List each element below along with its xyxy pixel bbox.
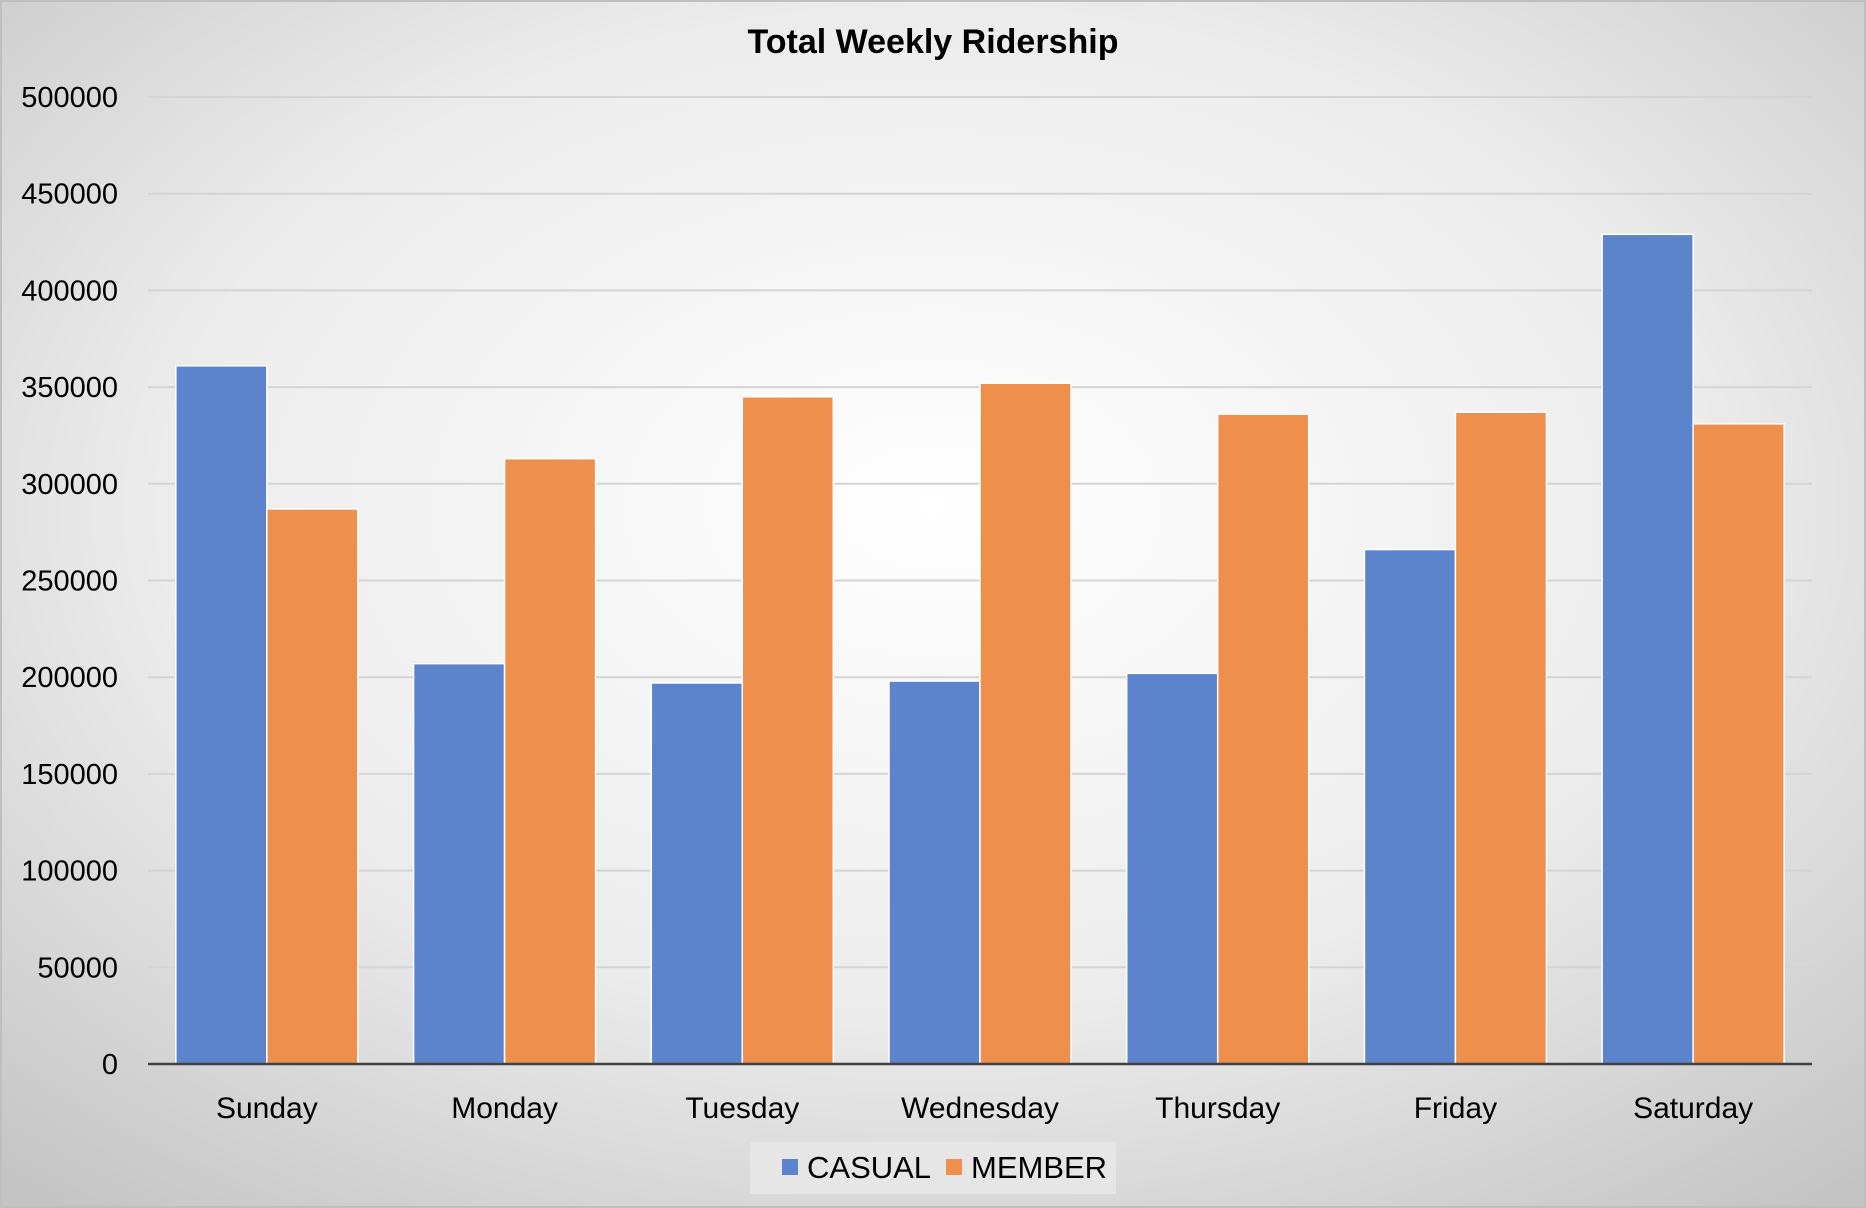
- x-axis-tick-labels: Sunday Monday Tuesday Wednesday Thursday Frid…: [216, 1092, 1753, 1125]
- bar-member-sunday: [266, 508, 359, 1065]
- bar-casual-monday: [412, 662, 506, 1065]
- bars: [175, 233, 1785, 1065]
- x-tick-label: Thursday: [1155, 1092, 1280, 1125]
- bar-casual-saturday: [1601, 233, 1694, 1065]
- bar-casual-friday: [1363, 548, 1457, 1065]
- bar-member-saturday: [1692, 423, 1785, 1065]
- chart-title: Total Weekly Ridership: [748, 23, 1119, 61]
- legend-label-member: MEMBER: [971, 1150, 1107, 1185]
- y-tick-label: 300000: [21, 469, 118, 501]
- bar-casual-sunday: [175, 365, 268, 1065]
- legend-swatch-member: [946, 1159, 962, 1175]
- y-tick-label: 150000: [21, 759, 118, 791]
- bar-casual-tuesday: [650, 682, 744, 1065]
- legend-swatch-casual: [782, 1159, 798, 1175]
- bar-casual-wednesday: [888, 680, 981, 1065]
- bar-member-wednesday: [979, 382, 1072, 1065]
- x-tick-label: Saturday: [1633, 1092, 1753, 1125]
- y-tick-label: 400000: [21, 275, 118, 307]
- bar-casual-thursday: [1125, 672, 1219, 1065]
- y-tick-label: 500000: [21, 82, 118, 114]
- y-tick-label: 50000: [37, 952, 118, 984]
- x-tick-label: Sunday: [216, 1092, 318, 1125]
- y-tick-label: 450000: [21, 179, 118, 211]
- legend-label-casual: CASUAL: [807, 1150, 931, 1185]
- y-tick-label: 100000: [21, 856, 118, 888]
- bar-member-friday: [1454, 411, 1548, 1065]
- x-tick-label: Wednesday: [901, 1092, 1059, 1125]
- bar-member-monday: [503, 457, 597, 1065]
- y-axis-tick-labels: 0 50000 100000 150000 200000 250000 300000 3500…: [21, 82, 118, 1081]
- bar-member-thursday: [1216, 413, 1310, 1065]
- x-tick-label: Tuesday: [685, 1092, 799, 1125]
- legend-box: [750, 1142, 1116, 1194]
- x-tick-label: Monday: [451, 1092, 558, 1125]
- y-tick-label: 0: [102, 1049, 118, 1081]
- x-tick-label: Friday: [1414, 1092, 1497, 1125]
- y-tick-label: 250000: [21, 566, 118, 598]
- y-tick-label: 200000: [21, 662, 118, 694]
- y-tick-label: 350000: [21, 372, 118, 404]
- bar-member-tuesday: [741, 396, 835, 1065]
- legend: CASUAL MEMBER: [750, 1142, 1116, 1194]
